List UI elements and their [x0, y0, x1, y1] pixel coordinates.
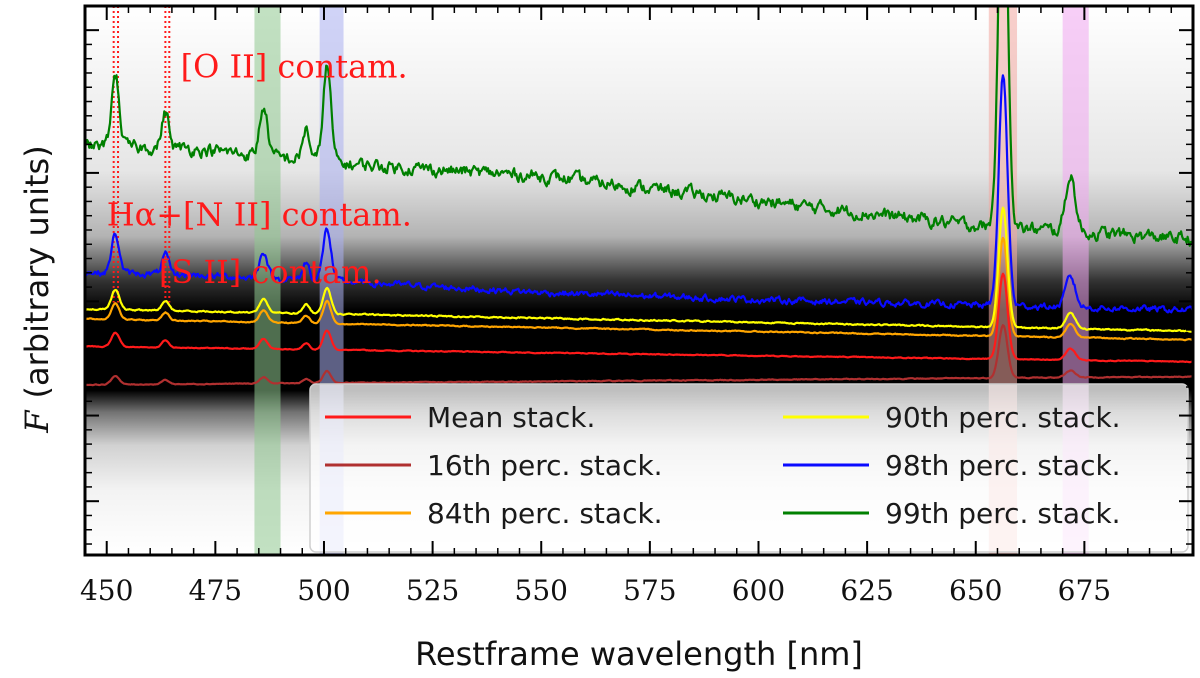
x-tick-label-600: 600 [732, 574, 785, 607]
spectra-series [85, 6, 1193, 387]
series-16th-perc-stack [85, 324, 1193, 387]
annotations: [O II] contam. Hα+[N II] contam. [S II] co… [107, 47, 412, 291]
y-axis-unit: (arbitrary units) [18, 145, 56, 398]
legend-label-98th-perc-stack: 98th perc. stack. [885, 449, 1121, 482]
axis-ticks [84, 6, 1194, 555]
annotation-h-n-ii-contam: Hα+[N II] contam. [107, 196, 412, 234]
x-axis-title: Restframe wavelength [nm] [415, 635, 863, 673]
legend: Mean stack. 16th perc. stack. 84th perc. s… [309, 383, 1189, 553]
y-axis-symbol: F [18, 409, 56, 434]
band-h-beta [254, 6, 281, 555]
series-90th-perc-stack [85, 206, 1193, 333]
legend-label-16th-perc-stack: 16th perc. stack. [427, 449, 663, 482]
annotation-s-ii-contam: [S II] contam. [159, 253, 382, 291]
series-mean-stack [85, 272, 1193, 364]
series-98th-perc-stack [85, 74, 1193, 314]
x-tick-label-575: 575 [623, 574, 676, 607]
legend-box [309, 383, 1189, 553]
series-84th-perc-stack [85, 236, 1193, 342]
legend-label-90th-perc-stack: 90th perc. stack. [885, 401, 1121, 434]
x-tick-labels: 450 475 500 525 550 575 600 625 650 675 [80, 574, 1111, 607]
annotation-o-ii-contam: [O II] contam. [181, 47, 408, 85]
x-tick-label-500: 500 [297, 574, 350, 607]
series-99th-perc-stack [85, 6, 1193, 247]
x-tick-label-675: 675 [1058, 574, 1111, 607]
legend-label-mean-stack: Mean stack. [427, 401, 595, 434]
x-tick-label-525: 525 [406, 574, 459, 607]
x-tick-label-650: 650 [949, 574, 1002, 607]
legend-label-84th-perc-stack: 84th perc. stack. [427, 497, 663, 530]
x-tick-label-475: 475 [189, 574, 242, 607]
plot-frame [83, 4, 1195, 557]
x-tick-label-625: 625 [840, 574, 893, 607]
x-tick-label-550: 550 [515, 574, 568, 607]
x-tick-label-450: 450 [80, 574, 133, 607]
y-axis-title: F (arbitrary units) [18, 145, 56, 433]
legend-label-99th-perc-stack: 99th perc. stack. [885, 497, 1121, 530]
